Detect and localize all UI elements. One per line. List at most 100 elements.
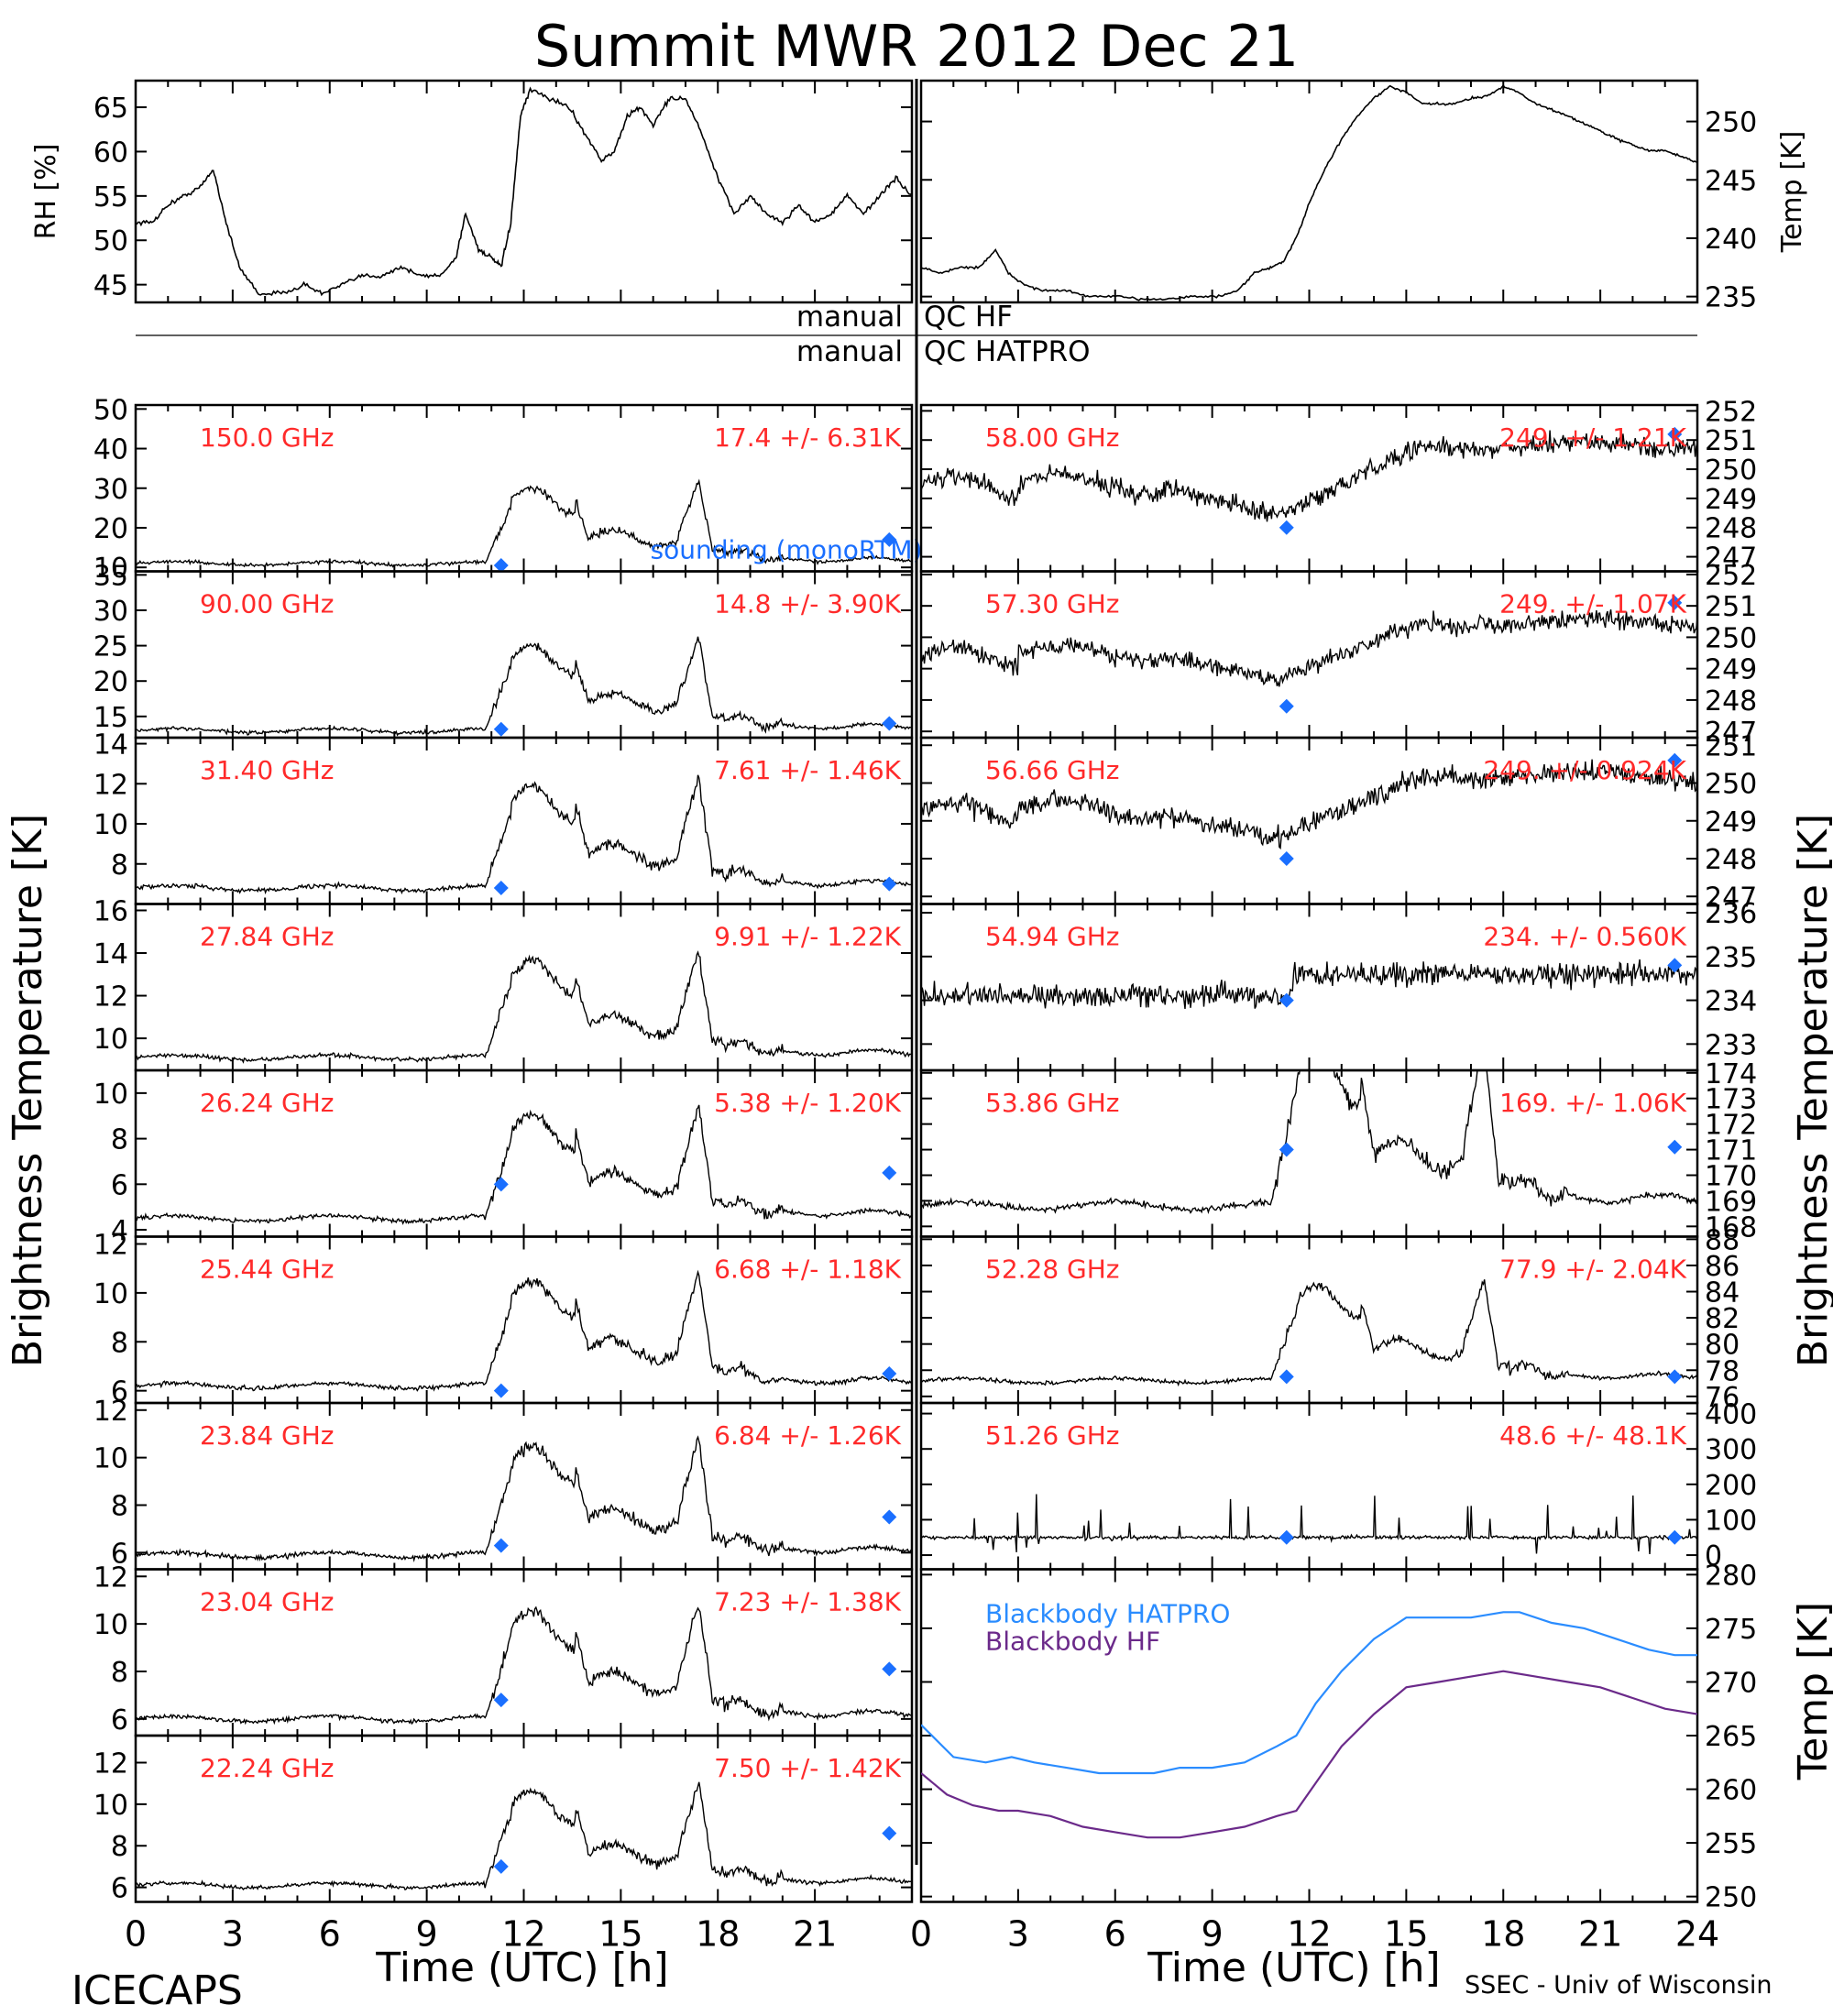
y-tick-label: 249 — [1705, 806, 1757, 838]
y-tick-label: 6 — [111, 1169, 128, 1201]
channel-trace — [921, 759, 1697, 850]
x-tick-label: 12 — [501, 1914, 545, 1955]
legend-entry: Blackbody HF — [985, 1627, 1160, 1657]
trace-group — [921, 1070, 1697, 1215]
panel-bb: 250 255 260 265 270 275 280 0 3 6 9 12 15 18 21 24 Black… — [910, 1560, 1757, 1954]
sounding-marker — [493, 881, 509, 896]
channel-trace — [136, 1781, 912, 1891]
y-tick-label: 249 — [1705, 484, 1757, 516]
y-tick-label: 60 — [93, 137, 128, 169]
y-tick-label: 20 — [93, 666, 128, 698]
qc-hatpro-left: manual — [796, 335, 903, 368]
y-tick-label: 12 — [93, 769, 128, 801]
y-tick-label: 400 — [1705, 1399, 1757, 1431]
y-tick-label: 10 — [93, 1443, 128, 1475]
y-tick-label: 8 — [111, 849, 128, 882]
sounding-marker — [1667, 426, 1683, 442]
trace-group — [921, 609, 1697, 687]
y-tick-label: 235 — [1705, 282, 1757, 314]
y-tick-label: 250 — [1705, 622, 1757, 654]
sounding-marker — [1279, 1142, 1294, 1157]
y-tick-label: 35 — [93, 560, 128, 592]
y-tick-label: 8 — [111, 1831, 128, 1863]
y-tick-label: 251 — [1705, 425, 1757, 457]
bb-ylabel: Temp [K] — [1790, 1602, 1833, 1780]
channel-label: 23.84 GHz — [200, 1420, 335, 1451]
panel-p150: 10 20 30 40 50 150.0 GHz 17.4 +/- 6.31K soundin… — [93, 394, 923, 585]
channel-stat: 9.91 +/- 1.22K — [714, 922, 901, 952]
sounding-marker — [882, 1509, 897, 1525]
sounding-marker — [1667, 1139, 1683, 1155]
y-tick-label: 6 — [111, 1873, 128, 1905]
sounding-marker — [1279, 851, 1294, 866]
y-tick-label: 265 — [1705, 1721, 1757, 1753]
channel-trace — [921, 1279, 1697, 1387]
channel-stat: 5.38 +/- 1.20K — [714, 1088, 901, 1118]
y-tick-label: 170 — [1705, 1160, 1757, 1192]
sounding-marker — [1667, 1529, 1683, 1545]
y-tick-label: 86 — [1705, 1251, 1740, 1283]
y-tick-label: 78 — [1705, 1355, 1740, 1387]
channel-trace — [136, 1435, 912, 1562]
y-tick-label: 30 — [93, 596, 128, 628]
y-tick-label: 200 — [1705, 1470, 1757, 1502]
y-tick-label: 275 — [1705, 1614, 1757, 1646]
trace-group — [136, 1435, 912, 1562]
panel-p31: 8 10 12 14 31.40 GHz 7.61 +/- 1.46K — [93, 729, 914, 905]
y-tick-label: 247 — [1705, 542, 1757, 575]
channel-trace — [136, 478, 912, 568]
trace-group — [921, 1494, 1697, 1555]
y-tick-label: 250 — [1705, 769, 1757, 801]
channel-label: 150.0 GHz — [200, 422, 335, 453]
trace-group — [136, 1104, 912, 1225]
x-tick-label: 15 — [1384, 1914, 1428, 1955]
y-tick-label: 84 — [1705, 1277, 1740, 1309]
trace-group — [921, 430, 1697, 522]
y-tick-label: 82 — [1705, 1303, 1740, 1335]
y-tick-label: 16 — [93, 895, 128, 927]
sounding-marker — [493, 1177, 509, 1192]
y-tick-label: 169 — [1705, 1186, 1757, 1218]
y-tick-label: 12 — [93, 1748, 128, 1780]
y-tick-label: 45 — [93, 270, 128, 302]
y-tick-label: 100 — [1705, 1505, 1757, 1537]
axis-ylabel: RH [%] — [30, 144, 62, 240]
channel-stat: 48.6 +/- 48.1K — [1499, 1420, 1686, 1451]
channel-stat: 7.50 +/- 1.42K — [714, 1753, 901, 1783]
channel-label: 22.24 GHz — [200, 1753, 335, 1783]
channel-label: 56.66 GHz — [985, 755, 1120, 785]
trace-group — [136, 774, 912, 895]
channel-trace — [136, 636, 912, 737]
panel-p27: 10 12 14 16 27.84 GHz 9.91 +/- 1.22K — [93, 895, 914, 1072]
sounding-marker — [882, 876, 897, 892]
series-line-hatpro — [921, 1611, 1697, 1775]
y-tick-label: 250 — [1705, 107, 1757, 139]
series-line-hf — [921, 1670, 1697, 1839]
channel-trace — [921, 609, 1697, 687]
y-tick-label: 252 — [1705, 396, 1757, 428]
sounding-marker — [882, 716, 897, 731]
channel-trace — [921, 959, 1697, 1009]
y-tick-label: 280 — [1705, 1560, 1757, 1592]
x-tick-label: 24 — [1675, 1914, 1719, 1955]
y-tick-label: 12 — [93, 1230, 128, 1262]
y-tick-label: 260 — [1705, 1775, 1757, 1807]
x-tick-label: 18 — [1481, 1914, 1525, 1955]
y-tick-label: 270 — [1705, 1667, 1757, 1699]
channel-trace — [136, 950, 912, 1064]
sounding-marker — [493, 1383, 509, 1398]
channel-stat: 249. +/- 1.07K — [1499, 589, 1686, 619]
x-tick-label: 6 — [319, 1914, 341, 1955]
channel-stat: 14.8 +/- 3.90K — [714, 589, 901, 619]
trace-group — [136, 636, 912, 737]
y-tick-label: 248 — [1705, 685, 1757, 718]
channel-stat: 77.9 +/- 2.04K — [1499, 1255, 1686, 1285]
trace-group — [921, 1611, 1697, 1839]
channel-stat: 249. +/- 0.924K — [1483, 755, 1686, 785]
y-tick-label: 251 — [1705, 591, 1757, 623]
y-tick-label: 8 — [111, 1124, 128, 1156]
sounding-marker — [1279, 1369, 1294, 1385]
sounding-marker — [493, 558, 509, 574]
y-tick-label: 10 — [93, 1609, 128, 1641]
